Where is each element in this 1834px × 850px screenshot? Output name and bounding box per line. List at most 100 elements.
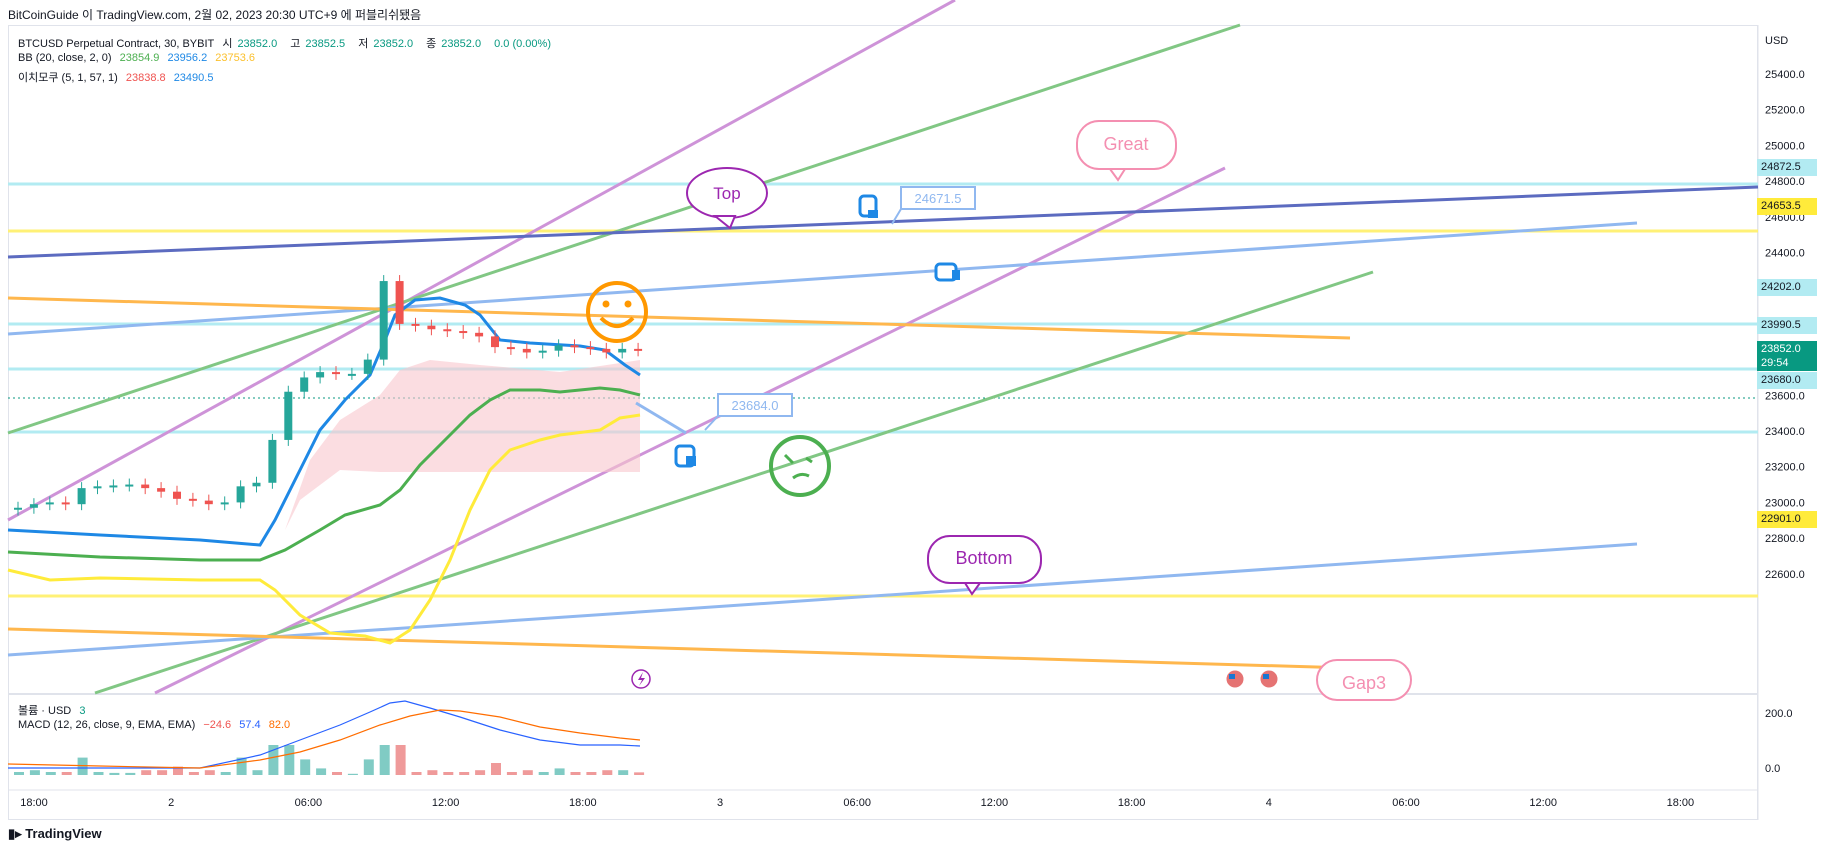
volume-label: 볼륨 · USD	[18, 705, 72, 717]
time-axis[interactable]: 18:00 2 06:00 12:00 18:00 3 06:00 12:00 18:00 4 06…	[20, 797, 1694, 809]
gap3-bubble[interactable]: Gap3	[1316, 659, 1412, 701]
volume-bar	[77, 757, 88, 775]
change-value: 0.0 (0.00%)	[494, 38, 551, 50]
candle-body	[300, 377, 309, 392]
us-flag-icon[interactable]	[1259, 669, 1279, 689]
candle-body	[363, 359, 372, 374]
volume-bar	[236, 757, 247, 775]
bb-lower-value: 23753.6	[215, 52, 256, 64]
trendlines[interactable]	[7, 0, 1759, 695]
candle-body	[29, 504, 38, 508]
time-tick-label: 3	[717, 797, 723, 809]
symbol-legend: BTCUSD Perpetual Contract, 30, BYBIT 시 23…	[18, 35, 556, 51]
symbol-name: BTCUSD Perpetual Contract, 30, BYBIT	[18, 38, 215, 50]
volume-bar	[411, 772, 422, 775]
top-label: Top	[713, 184, 740, 203]
candle-body	[173, 491, 181, 499]
candle-body	[411, 323, 420, 326]
bb-label: BB (20, close, 2, 0)	[18, 52, 112, 64]
top-bubble[interactable]: Top	[686, 167, 768, 230]
candle-body	[14, 507, 22, 510]
candle-body	[347, 373, 356, 376]
callout-1-value: 24671.5	[915, 191, 962, 206]
high-value: 23852.5	[305, 38, 346, 50]
price-axis[interactable]: USD25400.025200.025000.024800.024600.024…	[1765, 35, 1805, 775]
price-tick-label: 22600.0	[1765, 569, 1805, 581]
candle-body	[522, 348, 531, 353]
macd-hist-value: −24.6	[203, 719, 232, 731]
volume-bar	[141, 770, 152, 775]
volume-legend: 볼륨 · USD 3	[18, 702, 90, 718]
volume-bar	[506, 772, 517, 775]
ichimoku-b-value: 23490.5	[173, 72, 214, 84]
volume-bar	[157, 770, 168, 775]
volume-value: 3	[79, 705, 86, 717]
candle-body	[395, 281, 404, 324]
open-value: 23852.0	[237, 38, 278, 50]
price-tick-label: 25400.0	[1765, 69, 1805, 81]
ichimoku-a-value: 23838.8	[125, 72, 166, 84]
price-callout-2[interactable]: 23684.0	[704, 393, 793, 431]
ichimoku-cloud	[285, 360, 640, 530]
price-tick-label: 23000.0	[1765, 497, 1805, 509]
bb-legend: BB (20, close, 2, 0) 23854.9 23956.2 237…	[18, 52, 260, 64]
price-tag: 24653.5	[1757, 198, 1817, 216]
volume-bar	[268, 745, 279, 775]
footer-brand: TradingView	[25, 826, 102, 841]
tv-logo-icon: ▮▸	[8, 826, 26, 841]
volume-bar	[29, 770, 40, 775]
candle-body	[491, 336, 499, 348]
volume-bar	[109, 772, 120, 775]
time-tick-label: 2	[168, 797, 174, 809]
macd-line	[8, 700, 641, 769]
time-tick-label: 06:00	[295, 797, 323, 809]
volume-bar	[491, 763, 501, 775]
macd-tick-label: 200.0	[1765, 708, 1793, 720]
price-tag: 24872.5	[1757, 159, 1817, 177]
ichimoku-label: 이치모쿠 (5, 1, 57, 1)	[18, 72, 118, 84]
candle-body	[602, 348, 611, 353]
candle-body	[475, 332, 484, 337]
time-tick-label: 4	[1266, 797, 1272, 809]
macd-tick-label: 0.0	[1765, 763, 1780, 775]
time-tick-label: 12:00	[432, 797, 460, 809]
blue-trendline-upper	[7, 221, 1638, 336]
price-tag: 23852.0 29:54	[1757, 341, 1817, 372]
candle-body	[570, 345, 579, 348]
tradingview-logo[interactable]: ▮▸ TradingView	[8, 826, 102, 842]
macd-signal-value: 82.0	[268, 719, 291, 731]
candle-body	[634, 348, 643, 351]
great-bubble[interactable]: Great	[1076, 120, 1177, 182]
bolt-icon[interactable]	[631, 669, 651, 689]
price-tick-label: 23200.0	[1765, 462, 1805, 474]
candle-body	[157, 488, 166, 492]
volume-bar	[443, 772, 454, 775]
price-tick-label: 22800.0	[1765, 533, 1805, 545]
price-tick-label: 25000.0	[1765, 140, 1805, 152]
candle-body	[125, 484, 134, 487]
volume-bar	[363, 759, 374, 775]
price-callout-1[interactable]: 24671.5	[891, 186, 976, 225]
bb-upper-value: 23956.2	[167, 52, 208, 64]
bb-basis	[7, 386, 641, 562]
dizzy-emoji-icon	[769, 435, 831, 497]
navy-trendline	[7, 185, 1759, 259]
currency-label: USD	[1765, 35, 1788, 47]
candle-body	[268, 439, 277, 483]
candle-body	[236, 486, 245, 503]
candle-body	[284, 391, 293, 440]
volume-bar	[188, 772, 199, 775]
bottom-bubble[interactable]: Bottom	[927, 535, 1042, 596]
candle-body	[316, 372, 325, 378]
candle-body	[538, 350, 547, 353]
great-label: Great	[1103, 134, 1148, 154]
volume-bar	[14, 772, 24, 775]
time-tick-label: 18:00	[20, 797, 48, 809]
violet-trendline-upper	[7, 0, 956, 522]
smile-emoji-icon	[586, 281, 648, 343]
us-flag-icon[interactable]	[1225, 669, 1245, 689]
price-tick-label: 24400.0	[1765, 248, 1805, 260]
macd-histogram	[14, 745, 645, 775]
price-tag: 23680.0	[1757, 372, 1817, 390]
